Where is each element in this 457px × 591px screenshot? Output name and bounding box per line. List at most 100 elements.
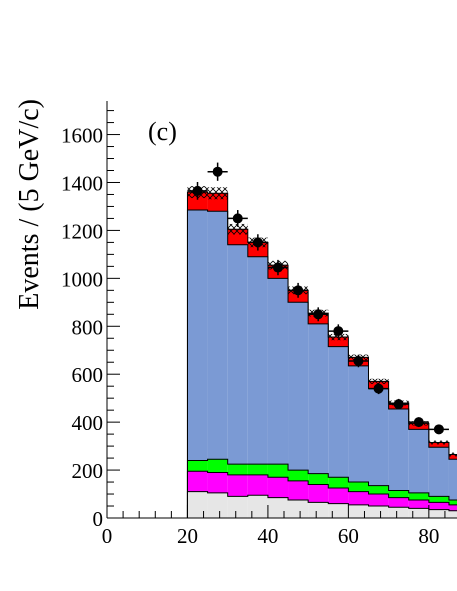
stack-bar <box>227 244 248 465</box>
y-tick-label: 400 <box>72 411 104 435</box>
stack-bar <box>288 302 309 471</box>
stack-bar <box>348 504 369 518</box>
stack-bar <box>227 464 248 475</box>
stack-bar <box>187 471 208 492</box>
stack-bar <box>207 211 228 460</box>
x-tick-label: 40 <box>257 524 278 548</box>
stack-bar <box>187 460 208 472</box>
panel-label: (c) <box>148 117 177 146</box>
stack-bar <box>187 210 208 461</box>
stack-bar <box>267 477 289 498</box>
stack-bar <box>328 337 349 347</box>
data-marker <box>433 424 444 435</box>
data-marker <box>293 285 304 296</box>
data-marker <box>252 237 263 248</box>
uncertainty-bin <box>368 378 389 385</box>
stack-bar <box>187 491 208 518</box>
stack-bar <box>227 496 248 518</box>
uncertainty-bin <box>227 223 248 235</box>
stack-bar <box>288 480 309 501</box>
data-point <box>207 162 228 181</box>
stack-bar <box>428 442 449 448</box>
uncertainty-bin <box>207 187 228 200</box>
stack-bar <box>207 492 228 518</box>
stack-bar <box>328 488 349 504</box>
data-point <box>328 324 349 338</box>
stack-bar <box>247 474 268 496</box>
stack-bar <box>247 464 268 475</box>
stack-bar <box>348 482 369 492</box>
stack-bar <box>428 496 449 503</box>
y-tick-label: 600 <box>72 363 104 387</box>
stack-bar <box>308 502 329 518</box>
stack-bar <box>247 256 268 465</box>
data-points <box>187 162 449 435</box>
stack-bar <box>308 323 329 474</box>
stack-bar <box>328 477 349 489</box>
y-tick-label: 1400 <box>61 171 103 195</box>
stack-bar <box>368 485 389 495</box>
stack-bar <box>408 429 429 493</box>
data-point <box>368 383 389 395</box>
data-marker <box>212 166 223 177</box>
stack-bar <box>308 473 329 485</box>
stack-bar <box>448 454 457 460</box>
stack-outline <box>186 458 457 518</box>
data-point <box>187 182 208 200</box>
axes: 0 200 400 600 800 1000 1200 1400 1600 0 20 40 60 80 <box>61 101 457 548</box>
stack-bar <box>388 408 409 491</box>
stacked-histogram <box>186 191 457 518</box>
data-marker <box>333 326 344 337</box>
stack-bar <box>267 278 289 465</box>
stack-bar <box>227 474 248 497</box>
stack-bar <box>288 500 309 518</box>
y-axis-title: Events / (5 GeV/c) <box>14 99 45 310</box>
data-marker <box>313 309 324 320</box>
stack-bar <box>328 503 349 518</box>
data-point <box>267 259 289 276</box>
data-point <box>348 354 369 368</box>
data-point <box>388 398 409 410</box>
data-point <box>428 424 449 435</box>
stack-bar <box>368 388 389 486</box>
stack-bar <box>448 500 457 505</box>
stack-bar <box>348 491 369 505</box>
stack-outline <box>186 491 457 518</box>
data-marker <box>373 383 384 394</box>
stack-outline <box>186 470 457 518</box>
data-marker <box>272 262 283 273</box>
data-point <box>227 210 248 227</box>
stack-bar <box>207 459 228 473</box>
data-point <box>288 282 309 298</box>
stack-bar <box>428 502 449 510</box>
stack-bar <box>348 365 369 483</box>
uncertainty-bin <box>428 440 449 445</box>
y-tick-label: 1600 <box>61 124 103 148</box>
stack-bar <box>448 504 457 511</box>
stack-bar <box>428 509 449 518</box>
stack-bar <box>408 492 429 501</box>
stack-bar <box>207 472 228 493</box>
stack-bar <box>308 484 329 503</box>
data-marker <box>353 356 364 367</box>
data-point <box>308 307 329 322</box>
x-tick-label: 60 <box>338 524 359 548</box>
stack-bar <box>328 346 349 478</box>
stack-bar <box>368 506 389 518</box>
stack-bar <box>448 459 457 501</box>
stack-bar <box>368 494 389 507</box>
stack-bar <box>388 507 409 518</box>
stack-bar <box>267 464 289 478</box>
y-tick-label: 1000 <box>61 267 103 291</box>
data-marker <box>192 185 203 196</box>
x-tick-label: 80 <box>418 524 439 548</box>
y-tick-label: 0 <box>93 507 104 531</box>
data-point <box>247 234 268 251</box>
stack-bar <box>388 497 409 508</box>
stack-bar <box>448 510 457 518</box>
stack-bar <box>288 470 309 481</box>
y-tick-label: 800 <box>72 315 104 339</box>
stack-bar <box>267 497 289 518</box>
x-tick-label: 0 <box>102 524 113 548</box>
